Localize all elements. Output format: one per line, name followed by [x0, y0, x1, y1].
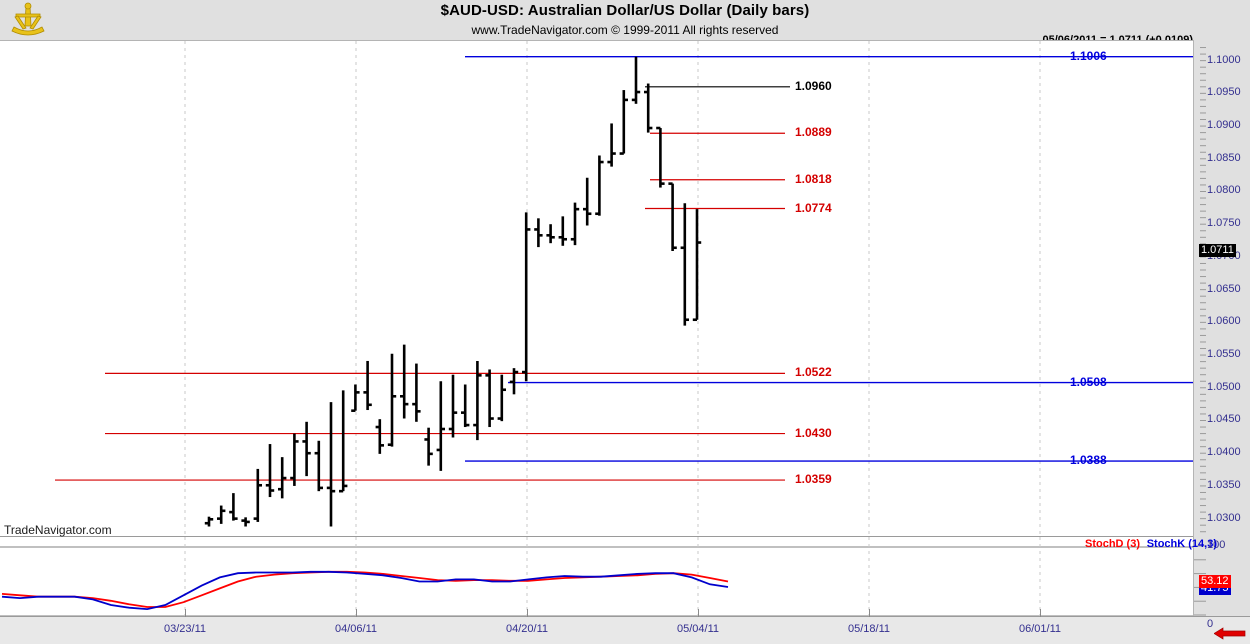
- y-axis-tick-label: 1.0650: [1207, 282, 1241, 295]
- y-axis-tick-label: 1.0950: [1207, 86, 1241, 99]
- y-axis-tick-label: 1.0550: [1207, 348, 1241, 361]
- x-axis-tick: [185, 609, 186, 617]
- x-axis-tick: [869, 609, 870, 617]
- price-axis[interactable]: [1193, 40, 1250, 616]
- price-level-label: 1.0388: [1070, 453, 1107, 468]
- y-axis-tick-label: 1.0500: [1207, 380, 1241, 393]
- price-level-label: 1.0522: [795, 365, 832, 380]
- price-plot: [0, 41, 1193, 535]
- y-axis-tick-label: 1.0750: [1207, 217, 1241, 230]
- page-title: $AUD-USD: Australian Dollar/US Dollar (D…: [440, 2, 810, 19]
- x-axis-tick: [527, 609, 528, 617]
- x-axis-tick: [1040, 609, 1041, 617]
- header-band: [0, 0, 1250, 40]
- y-axis-tick-label: 1.1000: [1207, 53, 1241, 66]
- y-axis-tick-label: 1.0800: [1207, 184, 1241, 197]
- x-axis-tick-label: 05/18/11: [847, 623, 891, 635]
- indicator-zero-label: 0: [1207, 618, 1214, 630]
- y-axis-tick-label: 1.0450: [1207, 413, 1241, 426]
- stoch-d-readout: 53.12: [1199, 575, 1231, 589]
- price-level-label: 1.0889: [795, 125, 832, 140]
- stochastic-pane[interactable]: [0, 536, 1193, 617]
- x-axis-tick: [698, 609, 699, 617]
- x-axis-tick-label: 05/04/11: [676, 623, 720, 635]
- x-axis-tick-label: 06/01/11: [1018, 623, 1062, 635]
- left-arrow-icon[interactable]: [1214, 627, 1246, 640]
- x-axis-tick-label: 03/23/11: [163, 623, 207, 635]
- x-axis-tick-label: 04/20/11: [505, 623, 549, 635]
- price-level-label: 1.0508: [1070, 374, 1107, 389]
- stochastic-plot: [0, 537, 1193, 617]
- price-level-label: 1.0960: [795, 78, 832, 93]
- y-axis-tick-label: 1.0850: [1207, 151, 1241, 164]
- y-axis-tick-label: 1.0350: [1207, 478, 1241, 491]
- y-axis-tick-label: 1.0600: [1207, 315, 1241, 328]
- copyright-subtitle: www.TradeNavigator.com © 1999-2011 All r…: [471, 23, 779, 37]
- price-level-label: 1.0430: [795, 425, 832, 440]
- y-axis-tick-label: 1.0300: [1207, 511, 1241, 524]
- stoch-k-legend: StochK (14,3): [1146, 538, 1217, 550]
- x-axis-tick-label: 04/06/11: [334, 623, 378, 635]
- date-axis[interactable]: [0, 616, 1250, 644]
- price-level-label: 1.0774: [795, 200, 832, 215]
- stoch-d-legend: StochD (3): [1085, 538, 1140, 550]
- price-level-label: 1.0818: [795, 171, 832, 186]
- x-axis-tick: [356, 609, 357, 617]
- price-level-label: 1.0359: [795, 472, 832, 487]
- watermark: TradeNavigator.com: [4, 523, 112, 537]
- y-axis-tick-label: 1.0900: [1207, 119, 1241, 132]
- sextant-logo-icon: [6, 2, 50, 36]
- indicator-hundred-label: 100: [1207, 539, 1226, 551]
- price-level-label: 1.1006: [1070, 48, 1107, 63]
- last-price-readout: 1.0711: [1199, 243, 1236, 257]
- y-axis-tick-label: 1.0400: [1207, 446, 1241, 459]
- price-chart-pane[interactable]: [0, 40, 1193, 536]
